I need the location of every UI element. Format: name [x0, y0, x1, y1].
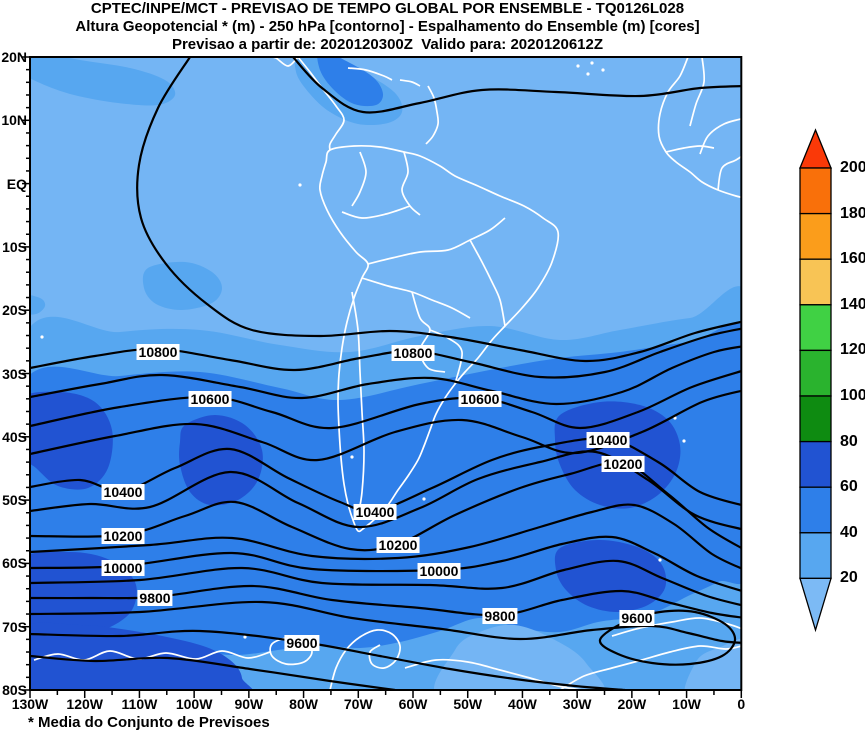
colorbar-tick-label: 200 — [840, 159, 865, 176]
plot-area — [30, 57, 742, 690]
colorbar-tick-label: 140 — [840, 295, 865, 313]
geopotential-contour — [30, 559, 742, 607]
contour-label: 10400 — [353, 504, 397, 520]
lat-tick-label: 80S — [2, 682, 27, 698]
lon-tick-label: 120W — [66, 696, 103, 712]
colorbar-tick-label: 60 — [840, 478, 858, 496]
title-line-2: Altura Geopotencial * (m) - 250 hPa [con… — [75, 18, 700, 35]
lon-tick-label: 80W — [289, 696, 318, 712]
contour-label: 9600 — [284, 635, 320, 651]
footnote: * Media do Conjunto de Previsoes — [28, 714, 270, 731]
lat-tick-label: 20S — [2, 302, 27, 319]
lat-tick-label: 50S — [2, 492, 27, 509]
geopotential-contour — [30, 450, 742, 531]
contour-label: 10800 — [136, 344, 180, 360]
lat-tick-label: 40S — [2, 428, 27, 445]
contour-label: 10200 — [376, 537, 420, 553]
geopotential-contour — [30, 600, 742, 644]
lon-tick-label: 60W — [398, 696, 428, 712]
contour-label: 10400 — [101, 484, 145, 500]
lat-tick-label: 20N — [1, 49, 27, 65]
contour-label: 9800 — [482, 608, 518, 624]
contour-label: 9800 — [137, 590, 173, 606]
lon-tick-label: 100W — [175, 696, 213, 712]
geopotential-contour — [30, 461, 742, 552]
lon-tick-label: 70W — [343, 696, 373, 712]
contour-label: 10800 — [391, 345, 435, 361]
lat-tick-label: 30S — [2, 365, 27, 382]
colorbar-tick-label: 180 — [840, 204, 865, 222]
title-line-1: CPTEC/INPE/MCT - PREVISAO DE TEMPO GLOBA… — [90, 0, 685, 17]
lon-tick-label: 130W — [11, 696, 49, 712]
colorbar-tick-label: 100 — [840, 387, 865, 404]
lon-tick-label: 30W — [562, 696, 592, 712]
lon-tick-label: 50W — [453, 696, 483, 712]
colorbar-tick-label: 40 — [840, 523, 858, 541]
lon-tick-label: 20W — [617, 696, 647, 712]
contour-label: 9600 — [619, 610, 655, 626]
contour-label: 10200 — [601, 456, 645, 472]
geopotential-contour — [30, 389, 742, 462]
colorbar — [799, 128, 832, 633]
geopotential-contour — [292, 57, 742, 114]
geopotential-contour — [30, 535, 742, 592]
contour-label: 10200 — [101, 528, 145, 544]
lon-tick-label: 90W — [234, 696, 264, 712]
title-line-3: Previsao a partir de: 2020120300Z Valido… — [171, 36, 604, 53]
geopotential-contour — [30, 369, 742, 430]
lat-tick-label: 10N — [1, 112, 27, 129]
contour-label: 10600 — [458, 391, 502, 407]
geopotential-contour — [30, 629, 626, 690]
colorbar-tick-label: 120 — [840, 341, 865, 359]
geopotential-contour — [30, 654, 396, 690]
lon-tick-label: 0 — [737, 696, 746, 712]
contour-label: 10000 — [417, 563, 461, 579]
colorbar-tick-label: 160 — [840, 250, 865, 268]
lat-tick-label: 10S — [2, 238, 27, 255]
lat-tick-label: 60S — [2, 555, 27, 572]
colorbar-tick-label: 20 — [840, 569, 858, 587]
contour-label: 10000 — [101, 560, 145, 576]
chart-header: CPTEC/INPE/MCT - PREVISAO DE TEMPO GLOBA… — [0, 0, 775, 54]
lon-tick-label: 40W — [508, 696, 537, 712]
lon-tick-label: 110W — [121, 696, 158, 712]
geopotential-contour — [30, 345, 742, 406]
contour-label: 10400 — [586, 432, 630, 448]
contour-label: 10600 — [188, 391, 232, 407]
geopotential-contour — [136, 57, 742, 363]
colorbar-tick-label: 80 — [840, 432, 858, 450]
lat-tick-label: EQ — [6, 175, 27, 192]
geopotential-contour — [30, 503, 742, 570]
lon-tick-label: 10W — [672, 696, 701, 712]
lat-tick-label: 70S — [2, 618, 27, 635]
